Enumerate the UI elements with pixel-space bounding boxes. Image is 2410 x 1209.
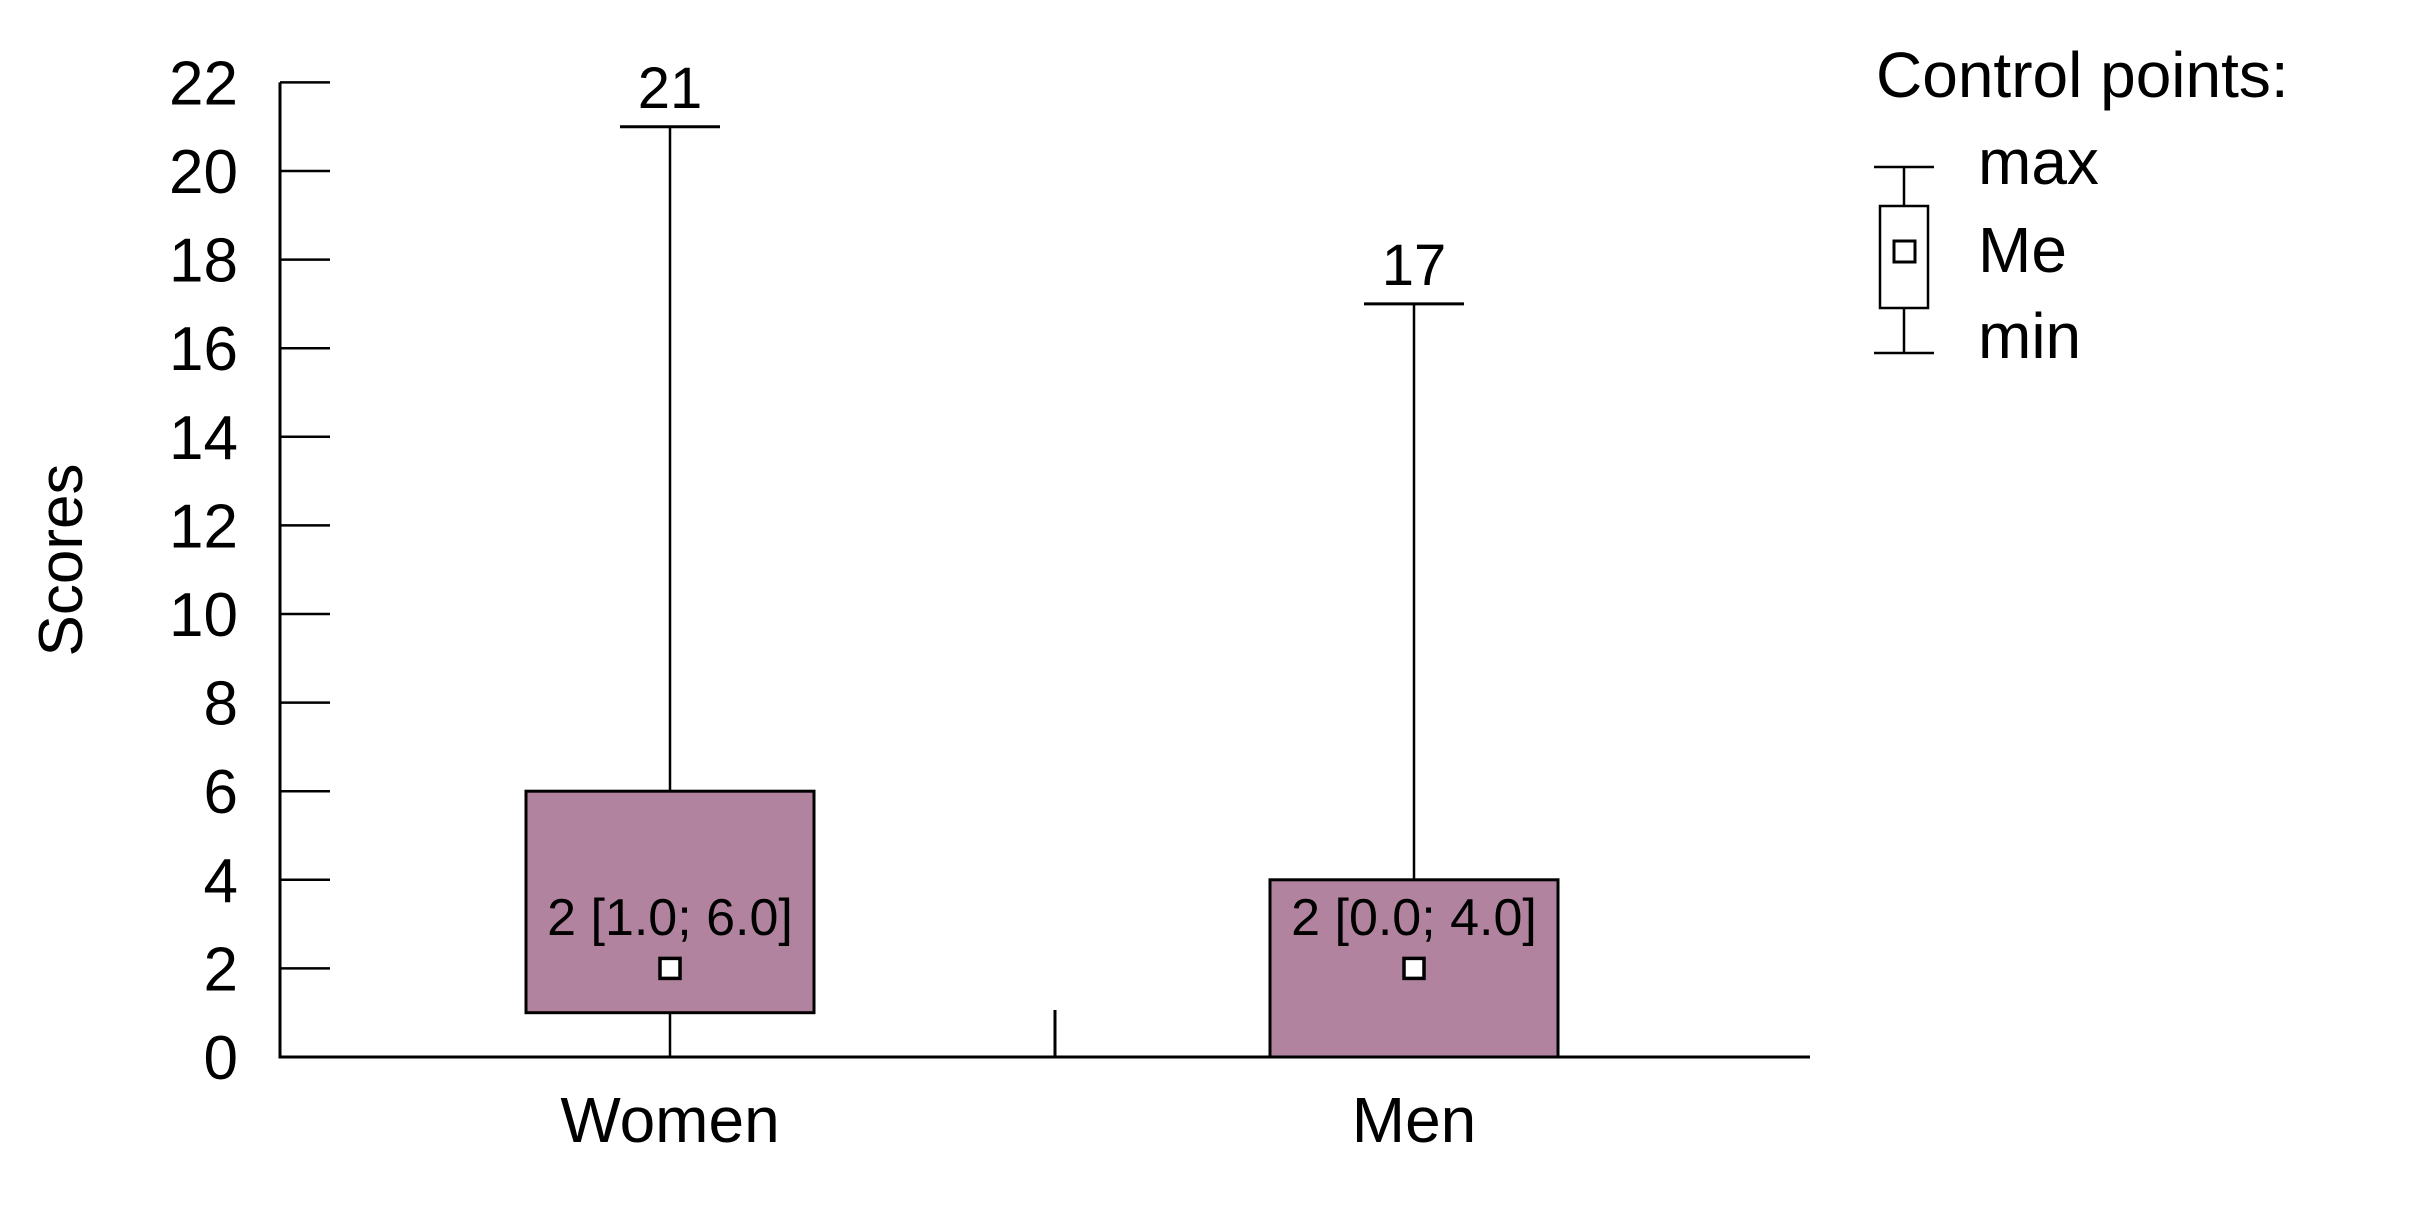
legend-title: Control points: <box>1876 39 2289 111</box>
y-axis-title: Scores <box>27 464 96 657</box>
legend: Control points: max Me min <box>1874 39 2289 372</box>
category-label-men: Men <box>1352 1084 1477 1156</box>
y-tick-label-2: 2 <box>204 935 238 1004</box>
stats-label-women: 2 [1.0; 6.0] <box>547 889 793 947</box>
median-marker-men <box>1402 956 1426 981</box>
y-tick-label-8: 8 <box>204 670 238 739</box>
legend-item-min: min <box>1978 300 2081 372</box>
y-tick-label-14: 14 <box>169 404 238 473</box>
y-tick-label-16: 16 <box>169 315 238 384</box>
legend-item-me: Me <box>1978 214 2067 286</box>
y-tick-label-18: 18 <box>169 227 238 296</box>
legend-item-max: max <box>1978 126 2099 198</box>
y-tick-label-0: 0 <box>204 1024 238 1093</box>
stats-label-men: 2 [0.0; 4.0] <box>1291 889 1537 947</box>
category-label-women: Women <box>560 1084 779 1156</box>
legend-boxplot-glyph-icon <box>1874 165 1934 355</box>
y-tick-label-12: 12 <box>169 492 238 561</box>
max-value-label-men: 17 <box>1382 233 1447 298</box>
max-value-label-women: 21 <box>638 56 703 121</box>
y-tick-label-22: 22 <box>169 49 238 118</box>
y-tick-label-4: 4 <box>204 847 238 916</box>
y-tick-label-10: 10 <box>169 581 238 650</box>
y-tick-label-6: 6 <box>204 758 238 827</box>
median-marker-women <box>658 956 682 981</box>
y-tick-label-20: 20 <box>169 138 238 207</box>
legend-median-marker <box>1892 239 1917 264</box>
